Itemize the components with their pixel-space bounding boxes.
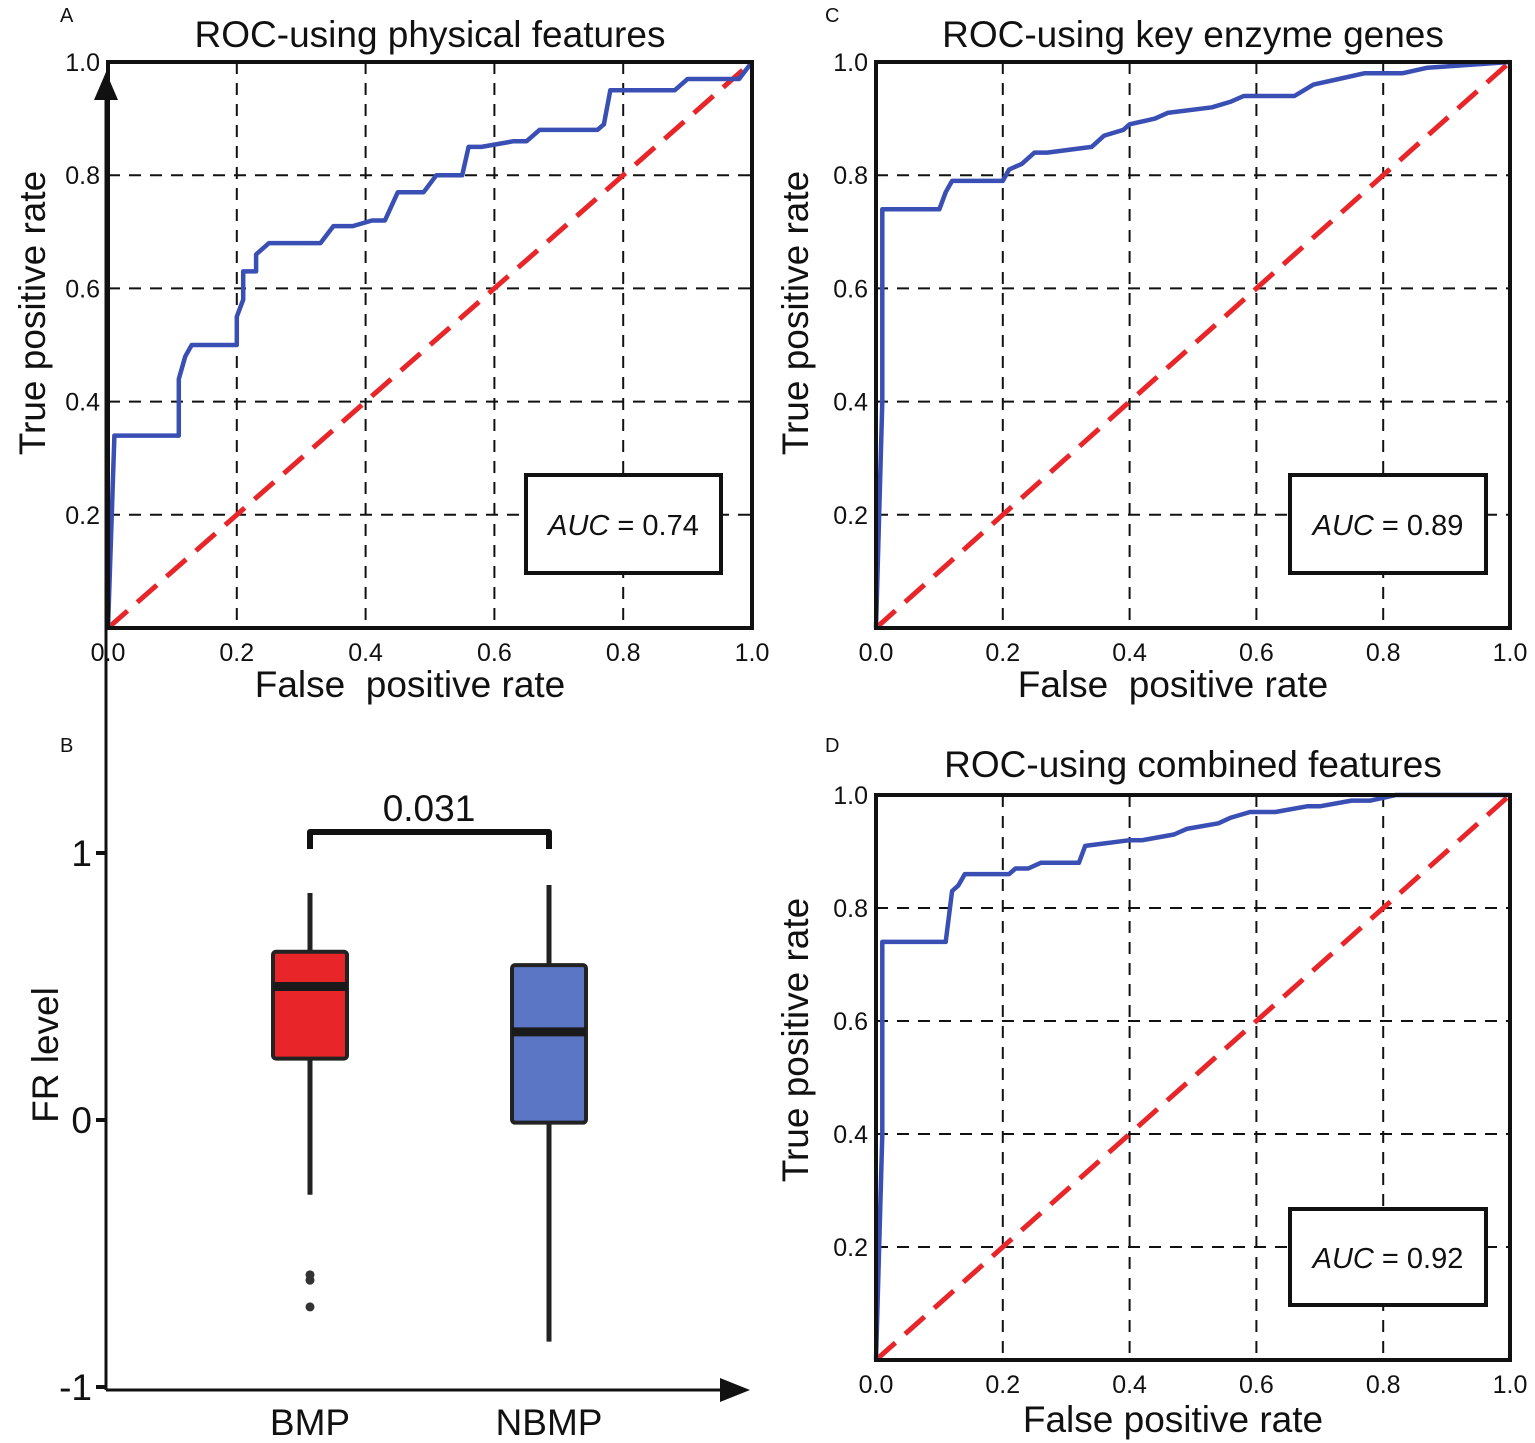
x-tick-label: 0.4 — [1112, 639, 1147, 667]
y-tick-label: 0 — [71, 1100, 92, 1141]
x-tick-label: 1.0 — [1493, 1371, 1528, 1399]
panel-d-roc-combined-features: D ROC-using combined features 0.0 0.2 0.4 0.6… — [775, 735, 1527, 1440]
roc-curve — [873, 59, 1511, 629]
auc-label: AUC — [1311, 510, 1382, 542]
x-tick-label: 0.2 — [985, 639, 1020, 667]
y-tick-label: 0.6 — [833, 1008, 868, 1036]
auc-text: AUC = 0.74 — [546, 510, 699, 542]
x-tick-label: 0.0 — [91, 639, 126, 667]
y-tick-label: 0.2 — [833, 502, 868, 530]
y-tick-label: 1.0 — [65, 49, 100, 77]
y-tick-label: 0.8 — [65, 162, 100, 190]
outlier-point — [305, 1275, 315, 1285]
x-tick-label: 0.4 — [348, 639, 383, 667]
x-tick-label: 0.2 — [985, 1371, 1020, 1399]
chance-diagonal-line — [106, 60, 754, 630]
y-axis-label: True positive rate — [775, 171, 816, 455]
x-axis-arrowhead — [720, 1378, 750, 1402]
auc-legend-box — [1288, 1207, 1488, 1307]
auc-label: AUC — [1311, 1243, 1382, 1275]
x-tick-label: 0.8 — [606, 639, 641, 667]
auc-text: AUC = 0.89 — [1311, 510, 1464, 542]
box-nbmp — [510, 963, 588, 1125]
chance-diagonal-line — [874, 60, 1512, 630]
auc-legend-box — [524, 473, 723, 575]
panel-a-roc-physical-features: A ROC-using physical features 0.0 0.2 0.4 0.6… — [12, 5, 769, 705]
chart-title: ROC-using combined features — [944, 744, 1442, 785]
y-tick-label: 0.8 — [833, 895, 868, 923]
y-tick-label: 0.4 — [833, 1121, 868, 1149]
box-bmp — [271, 949, 349, 1061]
panel-letter: D — [825, 735, 839, 757]
x-axis-label: False positive rate — [1018, 664, 1329, 705]
plot-frame — [874, 60, 1512, 630]
plot-frame — [874, 793, 1512, 1362]
auc-legend-box — [1288, 473, 1488, 575]
roc-curve — [873, 792, 1510, 1361]
x-tick-label: 0.8 — [1366, 1371, 1401, 1399]
roc-curve — [105, 60, 754, 629]
auc-value: = 0.92 — [1382, 1243, 1463, 1275]
x-category-label: NBMP — [496, 1402, 603, 1443]
panel-letter: B — [60, 735, 73, 757]
y-tick-label: 1.0 — [833, 49, 868, 77]
panel-letter: C — [825, 5, 839, 27]
y-tick-label: 1 — [71, 833, 92, 874]
x-axis-label: False positive rate — [1023, 1399, 1323, 1440]
plot-frame — [106, 60, 754, 630]
y-tick-label: 0.4 — [833, 389, 868, 417]
x-tick-label: 0.6 — [1239, 639, 1274, 667]
y-tick-label: 0.6 — [833, 275, 868, 303]
x-tick-label: 1.0 — [1493, 639, 1528, 667]
x-tick-label: 0.2 — [219, 639, 254, 667]
x-category-label: BMP — [270, 1402, 350, 1443]
panel-b-fr-level-boxplot: B -1 0 1 FR level BMP NBMP 0.031 — [25, 72, 750, 1443]
x-tick-label: 0.6 — [477, 639, 512, 667]
y-tick-label: 1.0 — [833, 782, 868, 810]
y-tick-label: -1 — [59, 1367, 92, 1408]
y-tick-label: 0.4 — [65, 389, 100, 417]
auc-label: AUC — [546, 510, 617, 542]
auc-value: = 0.74 — [617, 510, 698, 542]
chart-title: ROC-using physical features — [195, 14, 666, 55]
y-axis-label: True positive rate — [12, 171, 53, 455]
y-axis-arrowhead — [94, 72, 118, 100]
x-tick-label: 1.0 — [735, 639, 770, 667]
y-tick-label: 0.8 — [833, 162, 868, 190]
y-axis-label: True positive rate — [775, 898, 816, 1182]
y-tick-label: 0.2 — [65, 502, 100, 530]
y-tick-label: 0.6 — [65, 275, 100, 303]
outlier-point — [305, 1302, 315, 1312]
x-tick-label: 0.6 — [1239, 1371, 1274, 1399]
x-tick-label: 0.0 — [859, 639, 894, 667]
x-axis-label: False positive rate — [255, 664, 566, 705]
chart-title: ROC-using key enzyme genes — [942, 14, 1444, 55]
y-tick-label: 0.2 — [833, 1234, 868, 1262]
x-tick-label: 0.8 — [1366, 639, 1401, 667]
panel-c-roc-key-enzyme-genes: C ROC-using key enzyme genes 0.0 0.2 0.4 0.6 0… — [775, 5, 1527, 705]
auc-text: AUC = 0.92 — [1311, 1243, 1464, 1275]
chance-diagonal-line — [874, 793, 1512, 1362]
x-tick-label: 0.0 — [859, 1371, 894, 1399]
auc-value: = 0.89 — [1382, 510, 1463, 542]
significance-p-value: 0.031 — [383, 788, 476, 829]
panel-letter: A — [60, 5, 74, 27]
significance-bracket — [307, 829, 552, 849]
y-axis-label: FR level — [25, 987, 66, 1123]
x-tick-label: 0.4 — [1112, 1371, 1147, 1399]
